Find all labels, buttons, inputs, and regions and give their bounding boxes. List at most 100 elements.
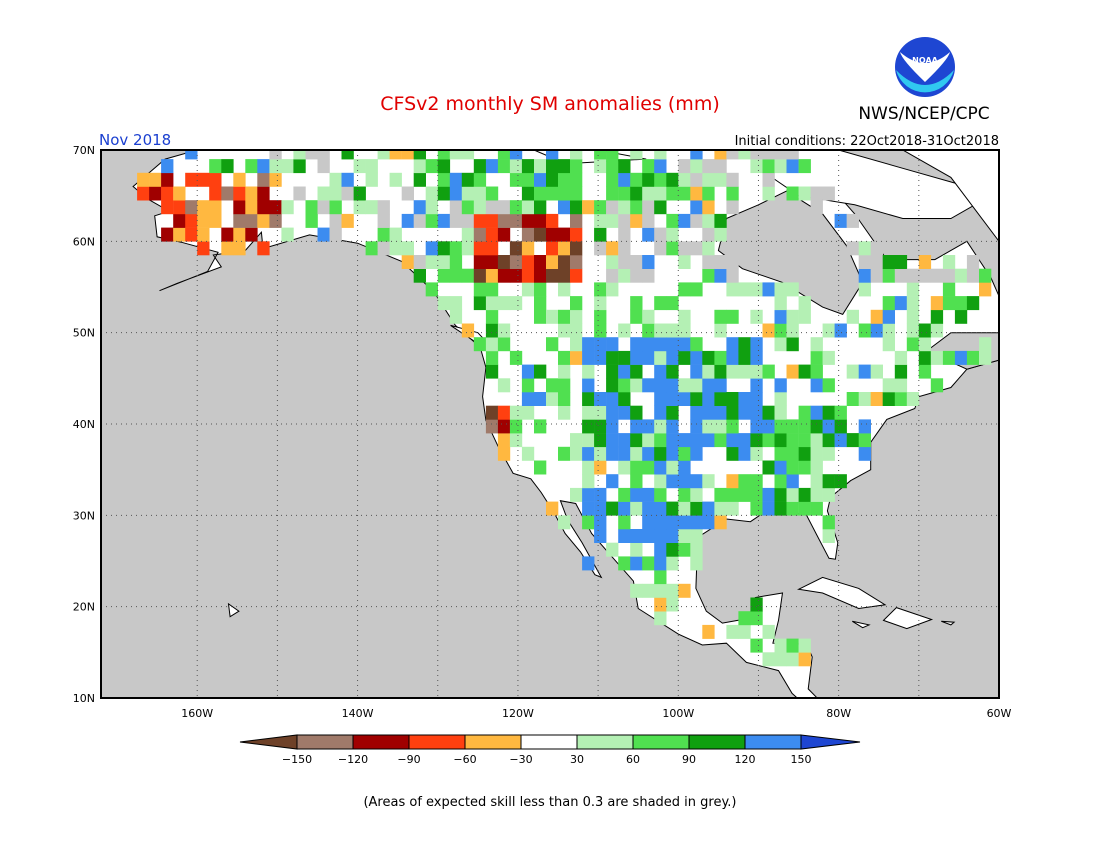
- anomaly-cell: [473, 213, 487, 228]
- anomaly-cell: [810, 378, 823, 393]
- anomaly-cell: [606, 241, 619, 256]
- anomaly-cell: [822, 474, 835, 489]
- anomaly-cell: [594, 296, 607, 311]
- anomaly-cell: [678, 392, 691, 406]
- anomaly-cell: [894, 296, 908, 311]
- anomaly-cell: [558, 241, 571, 256]
- anomaly-cell: [642, 309, 655, 324]
- anomaly-cell: [870, 268, 883, 283]
- anomaly-cell: [654, 460, 667, 475]
- anomaly-cell: [906, 296, 920, 311]
- anomaly-cell: [666, 378, 679, 393]
- anomaly-cell: [630, 474, 643, 489]
- anomaly-cell: [942, 296, 956, 311]
- anomaly-cell: [521, 392, 535, 406]
- anomaly-cell: [630, 405, 643, 420]
- anomaly-cell: [942, 268, 956, 283]
- anomaly-cell: [570, 227, 583, 242]
- anomaly-cell: [509, 433, 523, 448]
- anomaly-cell: [209, 159, 222, 174]
- anomaly-cell: [630, 268, 643, 283]
- anomaly-cell: [317, 159, 330, 174]
- anomaly-cell: [678, 542, 691, 557]
- anomaly-cell: [690, 350, 703, 365]
- anomaly-cell: [750, 337, 763, 352]
- anomaly-cell: [966, 255, 980, 269]
- legend-label: −60: [453, 753, 476, 766]
- anomaly-cell: [461, 200, 475, 215]
- anomaly-cell: [762, 501, 775, 516]
- anomaly-cell: [521, 255, 535, 269]
- anomaly-cell: [606, 446, 619, 461]
- anomaly-cell: [473, 200, 487, 215]
- anomaly-cell: [666, 405, 679, 420]
- anomaly-cell: [281, 227, 294, 242]
- anomaly-cell: [389, 241, 402, 256]
- anomaly-cell: [678, 186, 691, 201]
- anomaly-cell: [690, 186, 703, 201]
- anomaly-cell: [485, 227, 499, 242]
- anomaly-cell: [750, 350, 763, 365]
- anomaly-cell: [810, 350, 823, 365]
- anomaly-cell: [786, 309, 799, 324]
- anomaly-cell: [582, 350, 595, 365]
- anomaly-cell: [497, 200, 511, 215]
- anomaly-cell: [509, 150, 523, 160]
- anomaly-cell: [353, 186, 366, 201]
- anomaly-cell: [966, 296, 980, 311]
- anomaly-cell: [774, 446, 787, 461]
- anomaly-cell: [353, 200, 366, 215]
- anomaly-cell: [221, 186, 234, 201]
- anomaly-cell: [558, 200, 571, 215]
- anomaly-cell: [353, 159, 366, 174]
- anomaly-cell: [558, 378, 571, 393]
- anomaly-cell: [449, 268, 463, 283]
- anomaly-cell: [666, 172, 679, 187]
- anomaly-cell: [678, 515, 691, 530]
- anomaly-cell: [497, 405, 511, 420]
- anomaly-cell: [389, 227, 402, 242]
- anomaly-cell: [281, 159, 294, 174]
- anomaly-cell: [954, 309, 968, 324]
- anomaly-cell: [798, 296, 811, 311]
- anomaly-cell: [497, 378, 511, 393]
- anomaly-cell: [642, 323, 655, 338]
- anomaly-cell: [894, 392, 908, 406]
- anomaly-cell: [702, 515, 715, 530]
- anomaly-cell: [666, 542, 679, 557]
- anomaly-cell: [281, 200, 294, 215]
- anomaly-cell: [714, 364, 727, 379]
- anomaly-cell: [173, 227, 186, 242]
- anomaly-cell: [534, 213, 547, 228]
- anomaly-cell: [750, 392, 763, 406]
- anomaly-cell: [738, 150, 751, 160]
- anomaly-cell: [678, 255, 691, 269]
- anomaly-cell: [678, 487, 691, 502]
- anomaly-cell: [594, 487, 607, 502]
- anomaly-cell: [618, 392, 631, 406]
- anomaly-cell: [798, 419, 811, 434]
- anomaly-cell: [942, 255, 956, 269]
- anomaly-cell: [678, 350, 691, 365]
- anomaly-cell: [509, 296, 523, 311]
- anomaly-cell: [437, 268, 451, 283]
- anomaly-cell: [546, 150, 559, 160]
- anomaly-cell: [558, 309, 571, 324]
- anomaly-cell: [606, 282, 619, 297]
- anomaly-cell: [774, 337, 787, 352]
- latitude-label: 40N: [73, 418, 95, 431]
- anomaly-cell: [329, 200, 342, 215]
- anomaly-cell: [618, 378, 631, 393]
- anomaly-cell: [558, 446, 571, 461]
- anomaly-cell: [738, 611, 751, 626]
- anomaly-cell: [293, 186, 306, 201]
- anomaly-cell: [497, 337, 511, 352]
- anomaly-cell: [906, 309, 920, 324]
- anomaly-cell: [233, 227, 246, 242]
- latitude-label: 20N: [73, 601, 95, 614]
- anomaly-cell: [413, 172, 426, 187]
- anomaly-cell: [714, 255, 727, 269]
- anomaly-cell: [666, 241, 679, 256]
- anomaly-cell: [534, 200, 547, 215]
